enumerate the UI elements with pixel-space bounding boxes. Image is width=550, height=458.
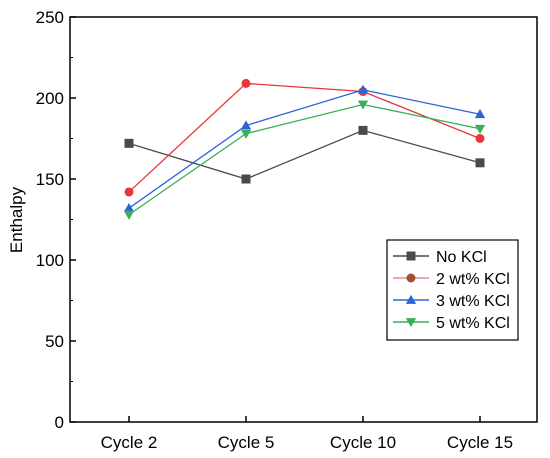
series-line — [128, 103, 481, 216]
series-lines — [123, 78, 486, 220]
data-point — [358, 125, 368, 135]
series-1 — [124, 125, 485, 184]
x-tick-label: Cycle 5 — [218, 433, 275, 452]
legend-marker — [406, 251, 416, 261]
data-point — [124, 187, 134, 197]
data-point — [241, 78, 251, 88]
y-tick-label: 0 — [55, 413, 64, 432]
data-point — [475, 158, 485, 168]
legend-entry: No KCl — [393, 249, 487, 266]
y-tick-label: 150 — [36, 170, 64, 189]
y-tick-label: 100 — [36, 251, 64, 270]
data-point — [474, 109, 486, 119]
legend-label: No KCl — [436, 249, 487, 266]
data-point — [124, 138, 134, 148]
series-line — [128, 89, 481, 209]
legend-marker — [405, 318, 417, 328]
data-point — [241, 174, 251, 184]
x-axis-ticks: Cycle 2 Cycle 5 Cycle 10 Cycle 15 — [101, 416, 513, 452]
plot-frame — [69, 16, 538, 423]
series-4 — [123, 100, 486, 220]
y-axis-ticks: 0 50 100 150 200 250 — [36, 8, 76, 432]
legend-entry: 2 wt% KCl — [393, 271, 510, 288]
data-point — [357, 100, 369, 110]
data-point — [474, 124, 486, 134]
legend-entry: 3 wt% KCl — [393, 293, 510, 310]
data-point — [357, 84, 369, 94]
series-line — [128, 129, 481, 180]
legend-label: 5 wt% KCl — [436, 315, 510, 332]
data-point — [475, 134, 485, 143]
series-2 — [124, 78, 485, 197]
legend-marker — [405, 294, 417, 304]
legend-entry: 5 wt% KCl — [393, 315, 510, 332]
data-point — [240, 129, 252, 139]
x-tick-label: Cycle 2 — [101, 433, 158, 452]
data-point — [123, 202, 135, 213]
y-tick-label: 250 — [36, 8, 64, 27]
legend: No KCl 2 wt% KCl 3 wt% KCl 5 wt% KCl — [386, 239, 519, 341]
legend-label: 2 wt% KCl — [436, 271, 510, 288]
y-tick-label: 200 — [36, 89, 64, 108]
y-tick-label: 50 — [45, 332, 64, 351]
x-tick-label: Cycle 10 — [330, 433, 396, 452]
series-3 — [123, 84, 486, 213]
legend-label: 3 wt% KCl — [436, 293, 510, 310]
legend-marker — [406, 273, 416, 283]
y-axis-label: Enthalpy — [7, 186, 26, 253]
series-line — [128, 82, 481, 193]
data-point — [123, 210, 135, 220]
data-point — [240, 120, 252, 130]
x-tick-label: Cycle 15 — [447, 433, 513, 452]
